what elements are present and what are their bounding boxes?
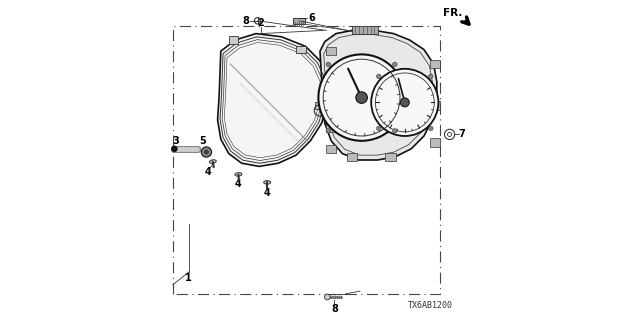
Polygon shape	[385, 153, 396, 161]
Circle shape	[356, 92, 367, 103]
Polygon shape	[326, 124, 337, 132]
Polygon shape	[352, 26, 378, 34]
Circle shape	[319, 54, 405, 141]
Circle shape	[326, 62, 331, 67]
Text: 7: 7	[458, 129, 465, 140]
Polygon shape	[293, 18, 305, 24]
Text: TX6AB1200: TX6AB1200	[408, 301, 453, 310]
Circle shape	[204, 150, 209, 154]
Circle shape	[429, 74, 433, 79]
Polygon shape	[315, 102, 325, 109]
Ellipse shape	[264, 180, 271, 184]
Polygon shape	[320, 30, 437, 160]
Text: 2: 2	[257, 18, 264, 28]
Circle shape	[201, 147, 211, 157]
Circle shape	[326, 129, 331, 133]
Circle shape	[376, 74, 381, 79]
Polygon shape	[229, 36, 239, 44]
Circle shape	[392, 62, 397, 67]
Text: 4: 4	[264, 188, 271, 198]
Polygon shape	[430, 60, 440, 68]
Polygon shape	[326, 145, 337, 153]
Polygon shape	[326, 47, 337, 55]
Polygon shape	[218, 34, 328, 166]
Polygon shape	[347, 153, 357, 161]
Polygon shape	[430, 138, 440, 147]
Text: 5: 5	[199, 136, 205, 147]
Polygon shape	[430, 101, 440, 110]
Polygon shape	[296, 46, 306, 53]
Text: 3: 3	[172, 136, 179, 147]
Circle shape	[371, 69, 438, 136]
Circle shape	[401, 98, 410, 107]
Circle shape	[392, 129, 397, 133]
Text: 8: 8	[242, 16, 249, 26]
Text: FR.: FR.	[443, 8, 462, 18]
Circle shape	[324, 294, 330, 300]
Ellipse shape	[235, 172, 242, 176]
Polygon shape	[326, 85, 337, 94]
Circle shape	[172, 146, 177, 151]
Circle shape	[429, 126, 433, 131]
Text: 1: 1	[186, 273, 192, 284]
Text: 4: 4	[205, 167, 211, 177]
Text: 4: 4	[235, 179, 242, 189]
Text: 8: 8	[331, 304, 338, 314]
Text: 6: 6	[308, 12, 316, 23]
Ellipse shape	[209, 160, 216, 164]
Circle shape	[376, 126, 381, 131]
